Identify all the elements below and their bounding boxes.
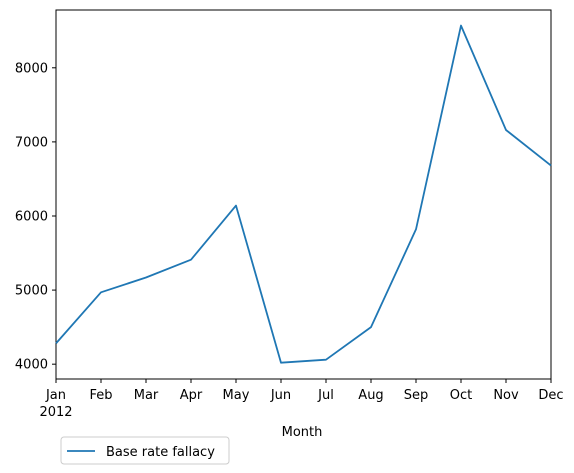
x-axis: Jan Feb Mar Apr May Jun Jul Aug Sep Oct Nov Dec 2012 bbox=[39, 379, 564, 420]
legend: Base rate fallacy bbox=[60, 436, 230, 465]
x-tick-label-nov: Nov bbox=[493, 388, 519, 403]
x-tick-label-aug: Aug bbox=[358, 388, 383, 403]
y-tick-label-7000: 7000 bbox=[15, 135, 48, 150]
x-tick-label-jun: Jun bbox=[270, 388, 291, 403]
y-axis: 4000 5000 6000 7000 8000 bbox=[15, 61, 56, 373]
x-axis-title: Month bbox=[282, 425, 323, 440]
y-tick-label-6000: 6000 bbox=[15, 209, 48, 224]
y-tick-label-4000: 4000 bbox=[15, 358, 48, 373]
plot-frame bbox=[55, 9, 552, 380]
x-tick-label-feb: Feb bbox=[89, 388, 112, 403]
y-tick-label-5000: 5000 bbox=[15, 284, 48, 299]
x-tick-label-dec: Dec bbox=[538, 388, 563, 403]
series-line-0 bbox=[55, 24, 552, 364]
x-tick-label-apr: Apr bbox=[180, 388, 203, 403]
x-tick-label-mar: Mar bbox=[134, 388, 159, 403]
x-year-label: 2012 bbox=[39, 405, 72, 420]
x-tick-label-may: May bbox=[223, 388, 250, 403]
x-tick-label-oct: Oct bbox=[450, 388, 472, 403]
plot-area bbox=[55, 9, 552, 380]
y-tick-label-8000: 8000 bbox=[15, 61, 48, 76]
x-tick-label-jul: Jul bbox=[317, 388, 334, 403]
legend-box bbox=[60, 436, 230, 465]
x-tick-label-jan: Jan bbox=[45, 388, 66, 403]
x-tick-label-sep: Sep bbox=[404, 388, 429, 403]
series-layer bbox=[55, 24, 552, 364]
legend-label-0: Base rate fallacy bbox=[106, 445, 215, 460]
